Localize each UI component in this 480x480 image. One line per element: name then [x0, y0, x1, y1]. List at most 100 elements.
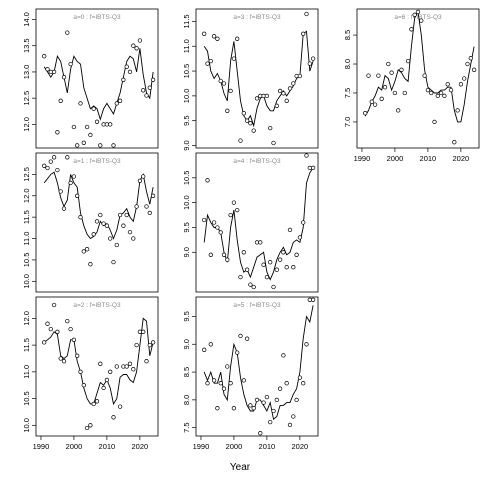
obs-point — [94, 399, 100, 404]
panel-frame — [195, 296, 319, 437]
obs-point — [304, 153, 309, 158]
obs-point — [235, 350, 240, 355]
y-tick-label: 10.0 — [182, 195, 191, 210]
obs-point — [379, 96, 384, 101]
obs-point — [429, 90, 434, 96]
obs-point — [98, 361, 103, 366]
obs-point — [215, 406, 220, 411]
panel-3: 9.0 9.5 10.0 10.5 11.0 11.5 a=3 : f=IBTS-Q3 — [182, 8, 319, 151]
obs-point — [448, 87, 454, 93]
obs-point — [294, 252, 299, 257]
obs-point — [205, 178, 210, 183]
obs-point — [65, 155, 70, 160]
panel-label: a=4 : f=IBTS-Q3 — [233, 158, 281, 165]
panel-label: a=5 : f=IBTS-Q3 — [233, 302, 281, 309]
obs-point — [137, 178, 143, 183]
y-tick-label: 13.5 — [22, 38, 31, 53]
obs-point — [468, 56, 473, 61]
obs-point — [98, 143, 103, 148]
obs-point — [88, 132, 93, 138]
panel-4: 9.0 9.5 10.0 10.5 a=4 : f=IBTS-Q3 — [182, 152, 319, 293]
obs-point — [91, 106, 96, 111]
obs-point — [218, 381, 223, 386]
obs-point — [114, 242, 119, 248]
y-tick-label: 10.5 — [182, 171, 191, 186]
obs-point — [271, 140, 276, 146]
obs-point — [55, 329, 60, 334]
y-tick-label: 10.0 — [182, 89, 191, 104]
y-tick-label: 13.0 — [22, 65, 31, 80]
obs-point — [45, 165, 50, 171]
obs-point — [205, 61, 210, 66]
obs-point — [310, 297, 316, 302]
obs-point — [141, 88, 146, 93]
obs-point — [225, 108, 230, 113]
obs-point — [68, 180, 73, 186]
x-tick-label: 2000 — [387, 154, 404, 163]
obs-point — [235, 36, 240, 41]
y-tick-label: 8.0 — [182, 395, 191, 405]
obs-point — [442, 93, 447, 99]
y-tick-label: 7.5 — [343, 88, 352, 98]
obs-point — [297, 73, 303, 79]
panel-5: 7.5 8.0 8.5 9.0 9.5 1990 2000 2010 2020 a=5 : f=I… — [182, 296, 319, 451]
obs-point — [241, 111, 246, 116]
obs-point — [244, 267, 250, 272]
obs-point — [238, 333, 243, 339]
y-tick-label: 9.5 — [182, 222, 191, 232]
obs-point — [225, 364, 230, 369]
obs-point — [147, 85, 152, 90]
y-tick-label: 9.0 — [182, 339, 191, 349]
panel-frame — [195, 152, 319, 293]
obs-point — [51, 69, 57, 75]
obs-point — [445, 82, 450, 87]
obs-point — [228, 381, 233, 386]
obs-point — [419, 18, 424, 23]
obs-point — [58, 356, 63, 361]
obs-point — [75, 193, 80, 198]
obs-point — [264, 274, 270, 280]
obs-point — [297, 375, 303, 380]
y-tick-label: 14.0 — [22, 12, 31, 27]
obs-point — [363, 111, 368, 116]
obs-point — [425, 87, 431, 93]
obs-point — [134, 342, 139, 348]
obs-point — [465, 61, 470, 67]
obs-point — [251, 406, 256, 411]
obs-point — [254, 96, 260, 101]
obs-point — [301, 31, 306, 36]
y-tick-label: 11.0 — [22, 232, 31, 246]
obs-point — [131, 43, 136, 48]
panel-frame — [195, 8, 319, 149]
obs-point — [65, 30, 70, 35]
obs-point — [258, 431, 263, 436]
y-tick-label: 10.0 — [22, 274, 31, 289]
obs-point — [438, 90, 444, 96]
obs-point — [215, 36, 220, 41]
obs-point — [202, 31, 207, 36]
obs-point — [211, 220, 217, 225]
obs-point — [215, 225, 220, 230]
obs-point — [297, 235, 303, 240]
x-axis-title: Year — [230, 462, 251, 473]
obs-point — [455, 108, 460, 113]
y-tick-label: 9.0 — [182, 140, 191, 150]
obs-point — [78, 101, 83, 106]
obs-point — [55, 167, 60, 173]
obs-point — [124, 64, 129, 69]
obs-point — [124, 212, 129, 218]
obs-point — [281, 91, 286, 96]
obs-point — [228, 212, 233, 218]
obs-point — [127, 229, 133, 235]
obs-point — [244, 118, 250, 123]
obs-point — [94, 219, 100, 224]
obs-point — [117, 212, 123, 218]
obs-point — [150, 340, 156, 345]
obs-point — [248, 403, 253, 408]
obs-point — [121, 223, 126, 228]
panel-label: a=6 : f=IBTS-Q3 — [394, 14, 442, 21]
obs-point — [144, 204, 149, 209]
panel-label: a=1 : f=IBTS-Q3 — [73, 158, 121, 165]
panel-label: a=0 : f=IBTS-Q3 — [73, 14, 121, 21]
